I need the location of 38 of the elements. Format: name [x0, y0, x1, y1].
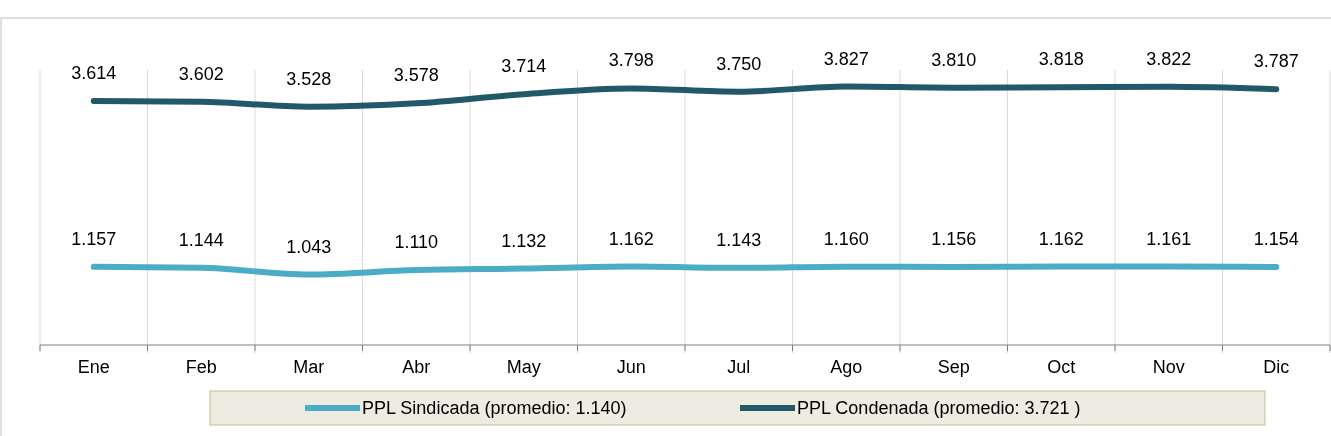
data-label: 3.827	[823, 48, 869, 69]
x-tick-label: Feb	[185, 357, 217, 377]
data-label: 1.162	[608, 228, 654, 249]
data-label: 1.160	[823, 228, 869, 249]
data-label: 1.143	[716, 229, 762, 250]
data-label: 3.810	[931, 49, 977, 70]
x-tick-label: May	[506, 357, 541, 377]
data-label: 3.602	[178, 63, 224, 84]
x-tick-label: Jun	[616, 357, 646, 377]
data-label: 3.822	[1146, 48, 1192, 69]
x-tick-label: Oct	[1047, 357, 1076, 377]
data-label: 1.144	[178, 229, 224, 250]
x-tick-label: Ene	[77, 357, 110, 377]
data-label: 3.714	[501, 56, 547, 77]
data-label: 3.787	[1253, 51, 1299, 72]
data-label: 1.132	[501, 230, 547, 251]
data-label: 3.614	[71, 62, 117, 83]
x-tick-label: Jul	[727, 357, 751, 377]
legend-label: PPL Condenada (promedio: 3.721 )	[797, 398, 1081, 418]
data-label: 1.161	[1146, 228, 1192, 249]
data-label: 3.528	[286, 68, 332, 89]
x-tick-label: Abr	[402, 357, 431, 377]
data-label: 1.156	[931, 228, 977, 249]
data-label: 1.043	[286, 236, 332, 257]
data-label: 3.798	[608, 50, 654, 71]
data-label: 1.110	[394, 232, 439, 253]
legend-label: PPL Sindicada (promedio: 1.140)	[362, 398, 627, 418]
data-label: 3.818	[1038, 49, 1084, 70]
x-tick-label: Sep	[937, 357, 970, 377]
x-tick-label: Nov	[1152, 357, 1185, 377]
data-label: 1.157	[71, 228, 117, 249]
x-tick-label: Dic	[1263, 357, 1290, 377]
x-tick-label: Mar	[293, 357, 325, 377]
data-label: 3.578	[393, 65, 439, 86]
data-label: 1.154	[1253, 229, 1299, 250]
x-tick-label: Ago	[830, 357, 863, 377]
data-label: 3.750	[716, 53, 762, 74]
data-label: 1.162	[1038, 228, 1084, 249]
